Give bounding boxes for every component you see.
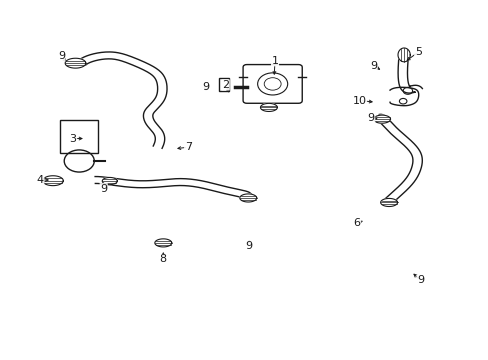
- Text: 7: 7: [184, 142, 191, 152]
- Text: 9: 9: [245, 241, 252, 251]
- Text: 9: 9: [202, 82, 209, 92]
- Polygon shape: [373, 115, 390, 123]
- Text: 9: 9: [100, 184, 107, 194]
- Text: 3: 3: [69, 134, 77, 144]
- Text: 8: 8: [160, 255, 166, 265]
- Polygon shape: [65, 58, 86, 68]
- Text: 6: 6: [353, 218, 360, 228]
- Polygon shape: [155, 239, 171, 247]
- Text: 9: 9: [58, 51, 65, 61]
- Text: 4: 4: [37, 175, 44, 185]
- Text: 10: 10: [352, 95, 366, 105]
- FancyBboxPatch shape: [243, 64, 302, 103]
- Polygon shape: [397, 48, 409, 62]
- Text: 9: 9: [369, 61, 376, 71]
- Bar: [61, 120, 98, 153]
- Text: 9: 9: [367, 113, 374, 123]
- Text: 2: 2: [222, 80, 229, 90]
- Polygon shape: [260, 103, 277, 112]
- Text: 9: 9: [416, 275, 423, 285]
- Polygon shape: [239, 194, 256, 202]
- Text: 1: 1: [271, 56, 278, 66]
- Text: 5: 5: [414, 47, 421, 57]
- Polygon shape: [380, 198, 397, 207]
- Polygon shape: [102, 177, 117, 185]
- Bar: [218, 78, 228, 91]
- Polygon shape: [42, 176, 63, 186]
